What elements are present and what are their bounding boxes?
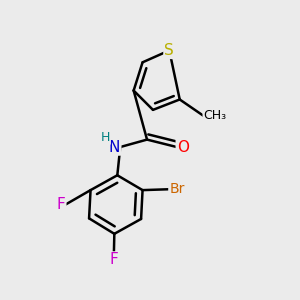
Text: H: H bbox=[100, 131, 110, 144]
Text: F: F bbox=[56, 197, 65, 212]
Text: N: N bbox=[109, 140, 120, 154]
Text: O: O bbox=[177, 140, 189, 154]
Text: Br: Br bbox=[169, 182, 185, 196]
Text: S: S bbox=[164, 43, 174, 58]
Text: CH₃: CH₃ bbox=[203, 109, 226, 122]
Text: F: F bbox=[110, 253, 118, 268]
